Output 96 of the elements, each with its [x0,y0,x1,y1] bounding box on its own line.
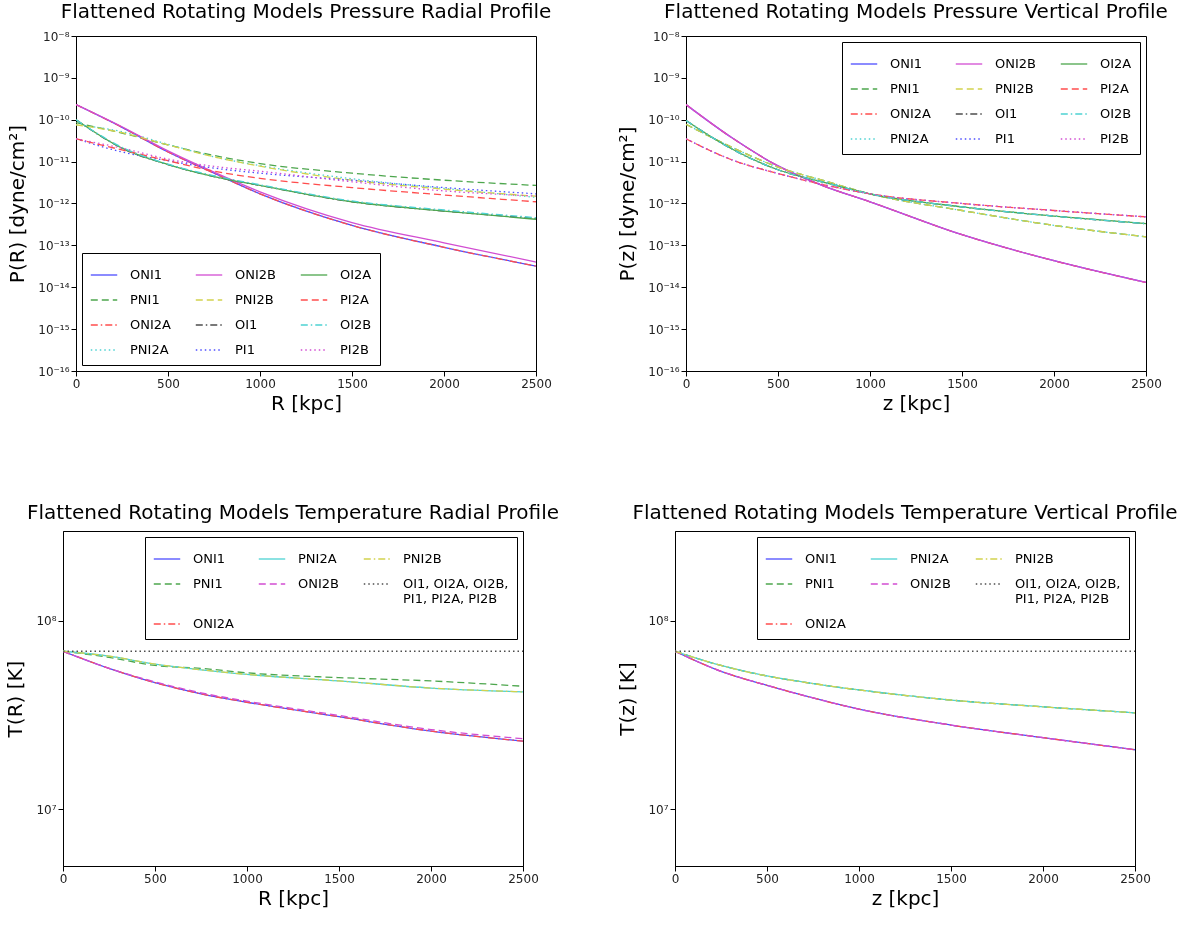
legend-label: OI1 [235,317,258,332]
legend-label: OI2B [1100,106,1132,121]
legend-label: PI2B [340,342,369,357]
x-axis-title: R [kpc] [257,885,330,910]
x-axis-title: z [kpc] [871,885,940,910]
chart-title: Flattened Rotating Models Temperature Vertical Profile [632,500,1178,524]
legend-label: ONI1 [805,551,838,566]
x-tick-label: 1000 [855,376,886,391]
y-axis-title: P(z) [dyne/cm²] [615,126,640,282]
legend-label: PNI2A [910,551,949,566]
legend-label: PNI2A [130,342,169,357]
y-tick-label: 10⁻¹⁴ [648,280,680,295]
y-tick-label: 10⁻⁹ [653,71,680,86]
legend-label: OI2A [340,267,372,282]
legend-label: ONI2B [235,267,276,282]
chart-title: Flattened Rotating Models Pressure Vertical Profile [664,0,1168,23]
y-tick-label: 10⁻¹⁴ [38,280,70,295]
y-tick-label: 10⁻¹³ [648,238,680,253]
legend-label: ONI2A [805,616,847,631]
x-tick-label: 0 [59,871,68,886]
y-tick-label: 10⁷ [648,802,669,817]
x-tick-label: 1000 [245,376,276,391]
y-axis-title: T(z) [K] [615,662,640,737]
x-tick-label: 2000 [429,376,460,391]
legend-label: ONI2B [995,56,1036,71]
y-tick-label: 10⁻⁸ [43,29,70,44]
legend-label: OI2A [1100,56,1132,71]
legend-label: PI1 [235,342,255,357]
legend-label: PNI1 [193,576,223,591]
legend-label: OI1 [995,106,1018,121]
y-tick-label: 10⁻⁹ [43,71,70,86]
x-axis-title: z [kpc] [882,390,951,415]
y-tick-label: 10⁻¹³ [38,238,70,253]
legend-label: PNI2A [298,551,337,566]
legend-label: PNI2B [1015,551,1054,566]
x-tick-label: 1000 [844,871,875,886]
legend-label: OI2B [340,317,372,332]
y-axis-title: P(R) [dyne/cm²] [5,124,30,284]
x-tick-label: 0 [682,376,691,391]
legend-label: ONI2B [910,576,951,591]
x-tick-label: 2000 [1028,871,1059,886]
legend-label: PNI2B [235,292,274,307]
legend-label: PI2A [1100,81,1129,96]
legend-label: ONI2B [298,576,339,591]
y-tick-label: 10⁻¹¹ [38,155,70,170]
legend-label: ONI2A [193,616,235,631]
x-tick-label: 1500 [936,871,967,886]
legend-label: PNI2B [403,551,442,566]
y-tick-label: 10⁸ [36,614,57,629]
x-tick-label: 2500 [1120,871,1151,886]
x-tick-label: 500 [144,871,167,886]
x-tick-label: 2500 [508,871,539,886]
chart-title: Flattened Rotating Models Temperature Radial Profile [27,500,559,524]
legend-label: ONI2A [890,106,932,121]
y-tick-label: 10⁻¹¹ [648,155,680,170]
legend-label: ONI1 [130,267,163,282]
y-tick-label: 10⁷ [36,802,57,817]
y-tick-label: 10⁻¹⁵ [648,322,680,337]
legend-label: PI2B [1100,131,1129,146]
legend-label: PNI1 [130,292,160,307]
y-tick-label: 10⁻¹² [38,197,70,211]
x-tick-label: 500 [767,376,790,391]
x-tick-label: 2500 [521,376,552,391]
legend-label: OI1, OI2A, OI2B, PI1, PI2A, PI2B [1015,576,1121,606]
y-tick-label: 10⁸ [648,614,669,629]
y-tick-label: 10⁻¹² [648,197,680,211]
x-tick-label: 2000 [1039,376,1070,391]
y-tick-label: 10⁻¹⁰ [648,113,680,128]
x-tick-label: 0 [72,376,81,391]
legend-label: OI1, OI2A, OI2B, PI1, PI2A, PI2B [403,576,509,606]
x-tick-label: 500 [157,376,180,391]
x-tick-label: 0 [671,871,680,886]
legend-label: PNI1 [890,81,920,96]
x-axis-title: R [kpc] [270,390,343,415]
x-tick-label: 1500 [337,376,368,391]
x-tick-label: 1500 [947,376,978,391]
x-tick-label: 1000 [232,871,263,886]
legend-label: PI2A [340,292,369,307]
y-tick-label: 10⁻¹⁵ [38,322,70,337]
legend-label: PNI1 [805,576,835,591]
x-tick-label: 500 [756,871,779,886]
y-tick-label: 10⁻⁸ [653,29,680,44]
legend-label: PNI2A [890,131,929,146]
y-tick-label: 10⁻¹⁶ [38,364,70,379]
legend-label: ONI1 [193,551,226,566]
legend-label: ONI2A [130,317,172,332]
y-axis-title: T(R) [K] [3,660,28,739]
x-tick-label: 1500 [324,871,355,886]
chart-title: Flattened Rotating Models Pressure Radial Profile [60,0,552,23]
legend-label: PNI2B [995,81,1034,96]
x-tick-label: 2000 [416,871,447,886]
y-tick-label: 10⁻¹⁶ [648,364,680,379]
legend-label: PI1 [995,131,1015,146]
x-tick-label: 2500 [1131,376,1162,391]
legend-label: ONI1 [890,56,923,71]
y-tick-label: 10⁻¹⁰ [38,113,70,128]
